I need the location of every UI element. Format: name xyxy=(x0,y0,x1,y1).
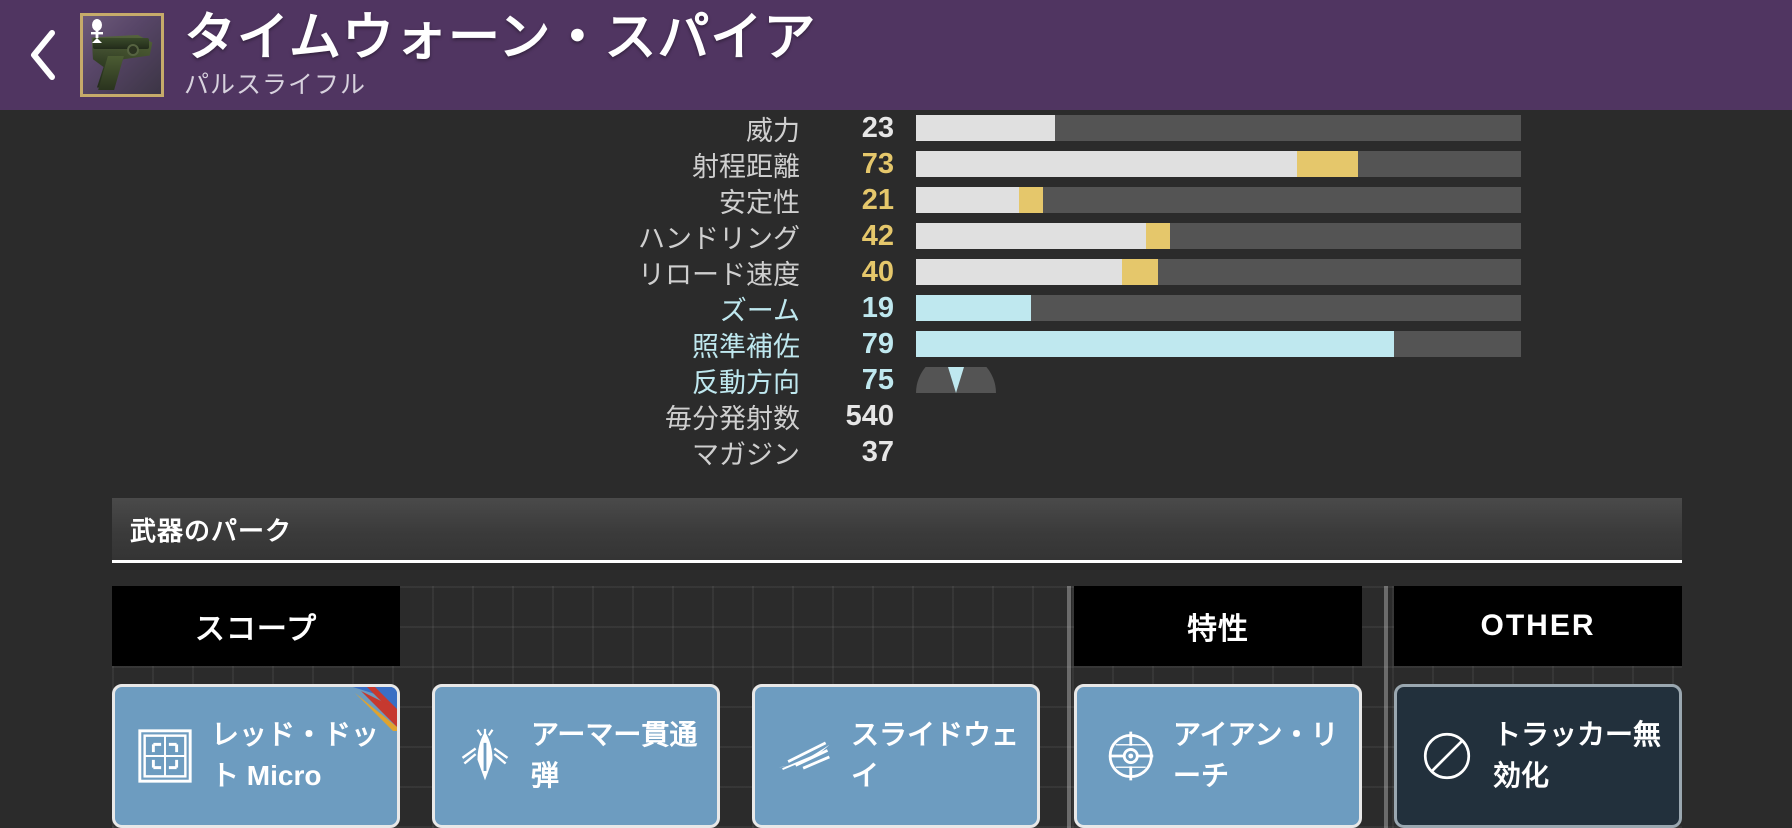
stat-row: リロード速度 40 xyxy=(0,254,1792,290)
stat-bar xyxy=(916,259,1521,285)
stat-bar xyxy=(916,331,1521,357)
stat-bar-base xyxy=(916,259,1122,285)
stat-label: 安定性 xyxy=(719,187,800,218)
perk-card-red-dot-micro[interactable]: レッド・ドット Micro xyxy=(112,684,400,828)
perk-column-label: OTHER xyxy=(1480,609,1596,642)
element-corner-badge-icon xyxy=(353,687,397,731)
iron-reach-icon xyxy=(1091,720,1163,792)
perk-card-slideways[interactable]: スライドウェイ xyxy=(752,684,1040,828)
stat-label: マガジン xyxy=(692,439,800,470)
red-dot-scope-icon xyxy=(129,720,201,792)
perk-card-label: スライドウェイ xyxy=(851,719,1020,791)
stat-bar xyxy=(916,151,1521,177)
stat-value: 42 xyxy=(861,219,894,252)
stat-bar-base xyxy=(916,151,1298,177)
stat-label: ハンドリング xyxy=(638,223,800,254)
stat-bar-placeholder xyxy=(916,439,1521,465)
stat-value: 75 xyxy=(861,363,894,396)
stat-bar xyxy=(916,115,1521,141)
stat-row: ズーム 19 xyxy=(0,290,1792,326)
stat-bar-base xyxy=(916,295,1031,321)
stat-bar-bonus xyxy=(1297,151,1358,177)
stat-bar xyxy=(916,223,1521,249)
page-title: タイムウォーン・スパイア xyxy=(184,9,817,67)
stat-label: リロード速度 xyxy=(638,259,800,290)
stat-row: マガジン 37 xyxy=(0,434,1792,470)
stats-list: 威力 23 射程距離 73 安定性 21 ハンドリング 42 リロード速度 40 ズーム 19 照準補佐… xyxy=(0,110,1792,470)
perks-grid: スコープ 特性 OTHER xyxy=(112,586,1682,828)
perk-card-tracker-disabled[interactable]: トラッカー無効化 xyxy=(1394,684,1682,828)
weapon-scope-dot xyxy=(127,44,139,56)
perk-column-label: 特性 xyxy=(1187,613,1249,646)
stat-label: ズーム xyxy=(719,295,800,326)
stat-row: ハンドリング 42 xyxy=(0,218,1792,254)
perk-column-label: スコープ xyxy=(194,613,318,646)
slideways-icon xyxy=(769,720,841,792)
stat-row: 反動方向 75 xyxy=(0,362,1792,398)
stat-label: 威力 xyxy=(746,115,800,146)
weapon-thumbnail[interactable] xyxy=(80,13,164,97)
perk-card-armor-piercing[interactable]: アーマー貫通弾 xyxy=(432,684,720,828)
recoil-direction-gauge xyxy=(916,367,996,393)
perks-section-title: 武器のパーク xyxy=(130,515,293,546)
stat-bar xyxy=(916,187,1521,213)
stat-value: 73 xyxy=(861,147,894,180)
perk-column-header-traits: 特性 xyxy=(1074,586,1362,666)
stat-value: 79 xyxy=(861,327,894,360)
stat-row: 毎分発射数 540 xyxy=(0,398,1792,434)
stat-bar-bonus xyxy=(1121,259,1158,285)
perks-section-header: 武器のパーク xyxy=(112,498,1682,563)
column-separator xyxy=(1384,586,1388,828)
perk-card-iron-reach[interactable]: アイアン・リーチ xyxy=(1074,684,1362,828)
stat-bar-base xyxy=(916,115,1056,141)
stat-row: 照準補佐 79 xyxy=(0,326,1792,362)
perk-card-label: アーマー貫通弾 xyxy=(531,719,698,791)
stat-label: 射程距離 xyxy=(692,151,800,182)
stat-bar xyxy=(916,295,1521,321)
no-tracker-icon xyxy=(1411,720,1483,792)
perk-card-label: レッド・ドット Micro xyxy=(211,719,380,791)
stat-bar-bonus xyxy=(1018,187,1044,213)
stat-value: 540 xyxy=(845,399,894,432)
stat-bar-base xyxy=(916,187,1019,213)
stat-row: 威力 23 xyxy=(0,110,1792,146)
perk-column-header-other: OTHER xyxy=(1394,586,1682,666)
stat-bar-bonus xyxy=(1145,223,1171,249)
weapon-perks-section: 武器のパーク スコープ 特性 OTHER xyxy=(0,498,1792,828)
armor-piercing-rounds-icon xyxy=(449,720,521,792)
stat-value: 23 xyxy=(861,111,894,144)
back-button[interactable] xyxy=(0,0,86,110)
weapon-barrel xyxy=(93,38,149,49)
stat-bar-placeholder xyxy=(916,403,1521,429)
perk-column-header-scope: スコープ xyxy=(112,586,400,666)
stat-value: 19 xyxy=(861,291,894,324)
weapon-type-subtitle: パルスライフル xyxy=(184,71,367,99)
stat-label: 照準補佐 xyxy=(692,331,800,362)
stat-row: 安定性 21 xyxy=(0,182,1792,218)
stat-label: 反動方向 xyxy=(692,367,800,398)
stat-value: 40 xyxy=(861,255,894,288)
perk-card-label: アイアン・リーチ xyxy=(1173,719,1339,791)
stat-row: 射程距離 73 xyxy=(0,146,1792,182)
exotic-badge-icon xyxy=(91,19,103,43)
stat-label: 毎分発射数 xyxy=(665,403,800,434)
perk-card-label: トラッカー無効化 xyxy=(1493,719,1662,791)
header-titles: タイムウォーン・スパイア パルスライフル xyxy=(184,12,816,98)
stat-value: 37 xyxy=(861,435,894,468)
page-header: タイムウォーン・スパイア パルスライフル xyxy=(0,0,1792,110)
stat-bar-base xyxy=(916,223,1146,249)
column-separator xyxy=(1067,586,1071,828)
chevron-left-icon xyxy=(31,30,55,80)
stat-value: 21 xyxy=(861,183,894,216)
recoil-gauge-icon xyxy=(916,367,996,393)
stat-bar-base xyxy=(916,331,1394,357)
